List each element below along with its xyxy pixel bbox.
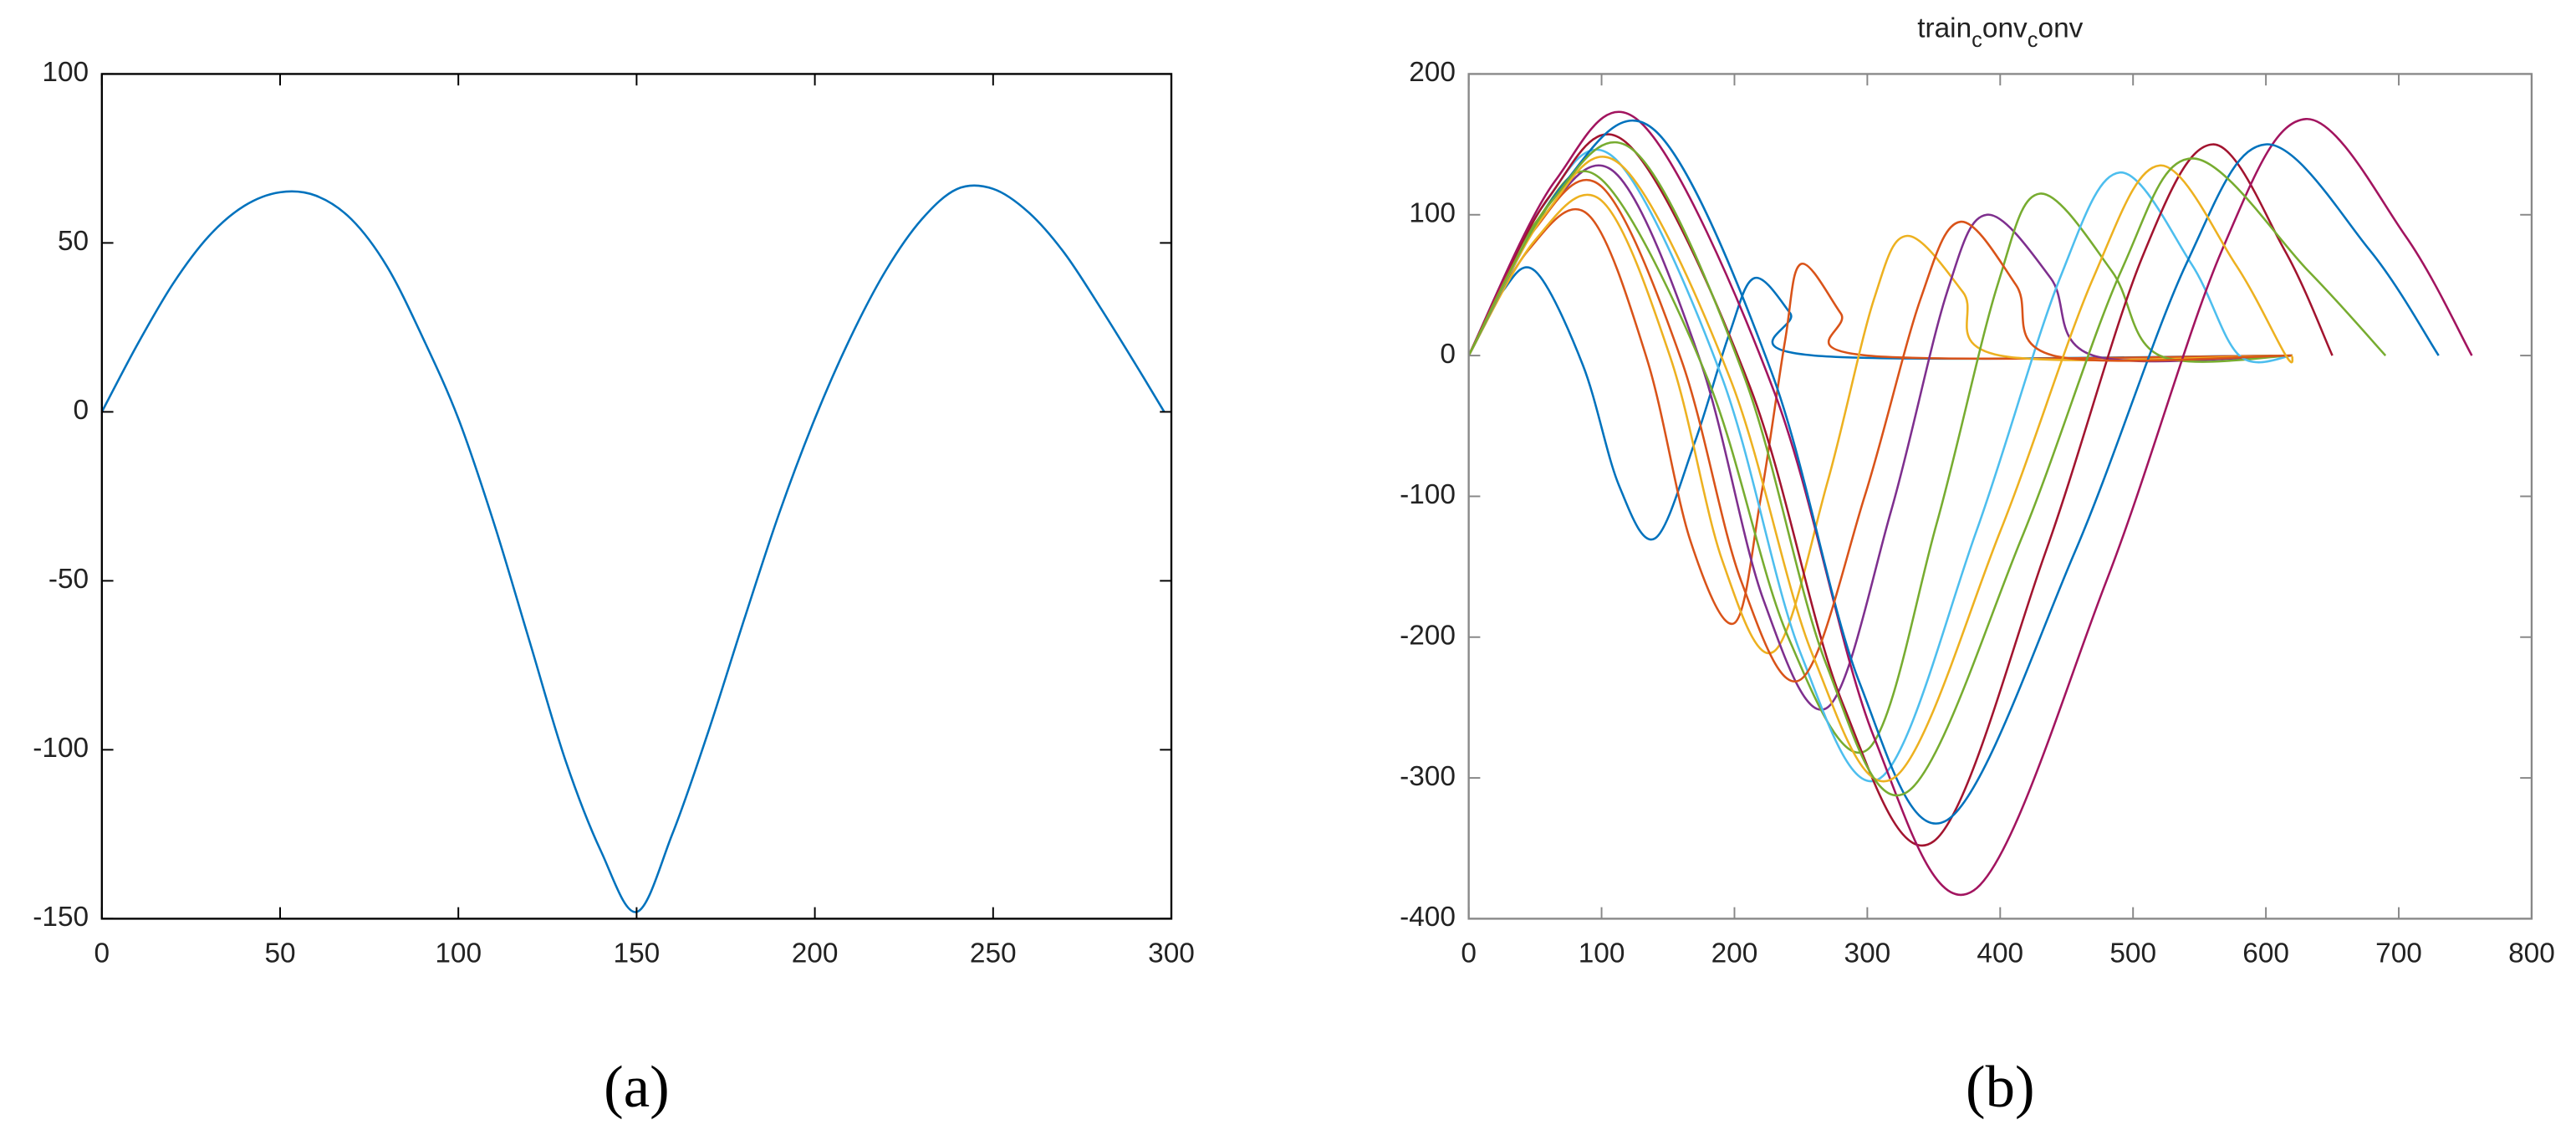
axes-box — [1467, 73, 2533, 920]
data-line — [1467, 193, 2293, 655]
x-tick-label: 800 — [2508, 938, 2555, 969]
title-part: train — [1917, 13, 1972, 43]
x-tick-label: 50 — [264, 938, 295, 969]
y-tick-label: 200 — [1409, 57, 1456, 88]
caption: (a) — [604, 1055, 669, 1120]
y-tick-label: -100 — [1400, 479, 1456, 510]
data-line — [1467, 156, 2294, 783]
y-tick-label: -100 — [33, 733, 89, 764]
x-tick-label: 400 — [1977, 938, 2023, 969]
data-line — [1467, 133, 2334, 847]
y-tick-label: 50 — [58, 226, 89, 257]
y-tick-label: -50 — [48, 564, 89, 595]
title-sub: c — [1972, 28, 1982, 52]
x-tick-label: 200 — [792, 938, 839, 969]
x-tick-label: 200 — [1711, 938, 1758, 969]
y-tick-label: 100 — [42, 57, 89, 88]
chart-title: trainconvconv — [1917, 13, 2083, 52]
y-tick-label: -150 — [33, 902, 89, 933]
caption: (b) — [1966, 1055, 2034, 1120]
x-tick-label: 250 — [970, 938, 1017, 969]
data-line — [1467, 148, 2293, 783]
y-tick-label: -300 — [1400, 761, 1456, 792]
plot-lines — [100, 184, 1166, 913]
data-line — [1467, 266, 2293, 541]
data-line — [100, 184, 1166, 913]
axes-box — [100, 73, 1173, 920]
data-line — [1467, 178, 2293, 683]
data-line — [1467, 170, 2293, 754]
x-tick-label: 600 — [2242, 938, 2289, 969]
x-tick-label: 700 — [2375, 938, 2422, 969]
x-tick-label: 300 — [1844, 938, 1891, 969]
x-tick-label: 0 — [94, 938, 110, 969]
x-tick-label: 100 — [1579, 938, 1625, 969]
y-tick-label: 0 — [74, 395, 89, 426]
data-line — [1467, 164, 2293, 711]
x-tick-label: 100 — [435, 938, 482, 969]
y-tick-label: 100 — [1409, 198, 1456, 229]
x-tick-label: 300 — [1148, 938, 1195, 969]
data-line — [1467, 119, 2440, 825]
data-line — [1467, 141, 2387, 797]
x-tick-label: 150 — [614, 938, 661, 969]
title-part: onv — [2038, 13, 2084, 43]
plot-lines — [1467, 110, 2473, 897]
data-line — [1467, 110, 2473, 897]
y-tick-label: -400 — [1400, 902, 1456, 933]
data-line — [1467, 207, 2293, 626]
y-tick-label: 0 — [1440, 339, 1456, 370]
title-part: onv — [1982, 13, 2028, 43]
x-tick-label: 500 — [2109, 938, 2156, 969]
y-tick-label: -200 — [1400, 621, 1456, 652]
title-sub: c — [2028, 28, 2038, 52]
x-tick-label: 0 — [1461, 938, 1477, 969]
